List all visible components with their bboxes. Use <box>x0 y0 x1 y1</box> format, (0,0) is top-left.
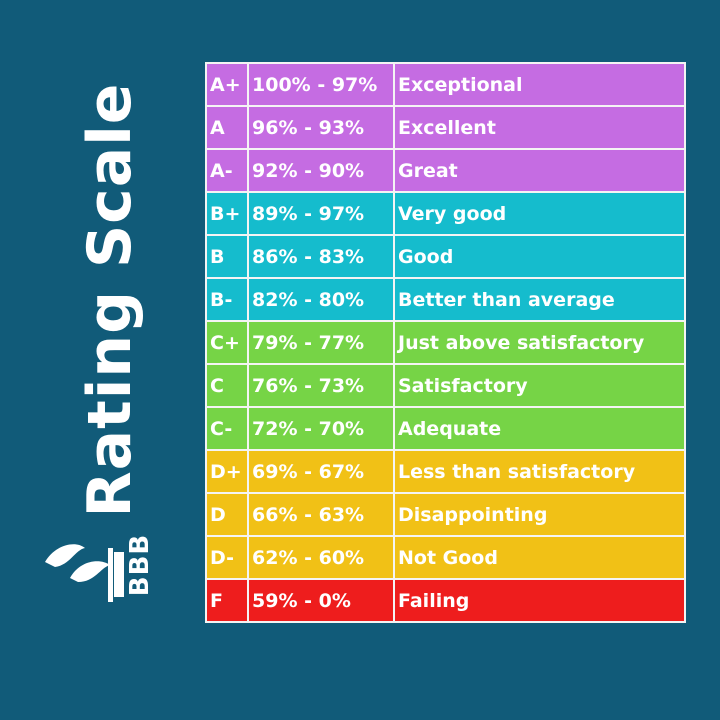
label-cell: Adequate <box>393 406 686 451</box>
rating-scale-table: A+ 100% - 97% Exceptional A 96% - 93% Excelle… <box>205 62 686 623</box>
range-cell: 72% - 70% <box>247 406 395 451</box>
range-cell: 92% - 90% <box>247 148 395 193</box>
table-row: A 96% - 93% Excellent <box>205 105 686 150</box>
bbb-torch-logo-icon <box>45 544 124 602</box>
range-cell: 79% - 77% <box>247 320 395 365</box>
range-cell: 82% - 80% <box>247 277 395 322</box>
label-cell: Good <box>393 234 686 279</box>
grade-cell: D- <box>205 535 249 580</box>
range-cell: 86% - 83% <box>247 234 395 279</box>
page-title: Rating Scale <box>75 82 145 518</box>
label-cell: Disappointing <box>393 492 686 537</box>
table-row: A+ 100% - 97% Exceptional <box>205 62 686 107</box>
grade-cell: C <box>205 363 249 408</box>
label-cell: Just above satisfactory <box>393 320 686 365</box>
range-cell: 89% - 97% <box>247 191 395 236</box>
range-cell: 76% - 73% <box>247 363 395 408</box>
grade-cell: A- <box>205 148 249 193</box>
table-row: B+ 89% - 97% Very good <box>205 191 686 236</box>
grade-cell: A <box>205 105 249 150</box>
label-cell: Better than average <box>393 277 686 322</box>
range-cell: 100% - 97% <box>247 62 395 107</box>
grade-cell: D+ <box>205 449 249 494</box>
label-cell: Less than satisfactory <box>393 449 686 494</box>
grade-cell: B+ <box>205 191 249 236</box>
label-cell: Exceptional <box>393 62 686 107</box>
label-cell: Failing <box>393 578 686 623</box>
table-row: F 59% - 0% Failing <box>205 578 686 623</box>
table-row: D 66% - 63% Disappointing <box>205 492 686 537</box>
grade-cell: D <box>205 492 249 537</box>
range-cell: 59% - 0% <box>247 578 395 623</box>
range-cell: 66% - 63% <box>247 492 395 537</box>
range-cell: 62% - 60% <box>247 535 395 580</box>
range-cell: 96% - 93% <box>247 105 395 150</box>
label-cell: Not Good <box>393 535 686 580</box>
grade-cell: F <box>205 578 249 623</box>
grade-cell: B <box>205 234 249 279</box>
grade-cell: B- <box>205 277 249 322</box>
grade-cell: A+ <box>205 62 249 107</box>
range-cell: 69% - 67% <box>247 449 395 494</box>
label-cell: Satisfactory <box>393 363 686 408</box>
grade-cell: C- <box>205 406 249 451</box>
grade-cell: C+ <box>205 320 249 365</box>
table-row: D+ 69% - 67% Less than satisfactory <box>205 449 686 494</box>
table-row: C+ 79% - 77% Just above satisfactory <box>205 320 686 365</box>
table-row: A- 92% - 90% Great <box>205 148 686 193</box>
table-row: B- 82% - 80% Better than average <box>205 277 686 322</box>
table-row: B 86% - 83% Good <box>205 234 686 279</box>
table-row: C- 72% - 70% Adequate <box>205 406 686 451</box>
bbb-logo-text: BBB <box>125 533 155 597</box>
label-cell: Excellent <box>393 105 686 150</box>
label-cell: Great <box>393 148 686 193</box>
label-cell: Very good <box>393 191 686 236</box>
table-row: D- 62% - 60% Not Good <box>205 535 686 580</box>
table-row: C 76% - 73% Satisfactory <box>205 363 686 408</box>
